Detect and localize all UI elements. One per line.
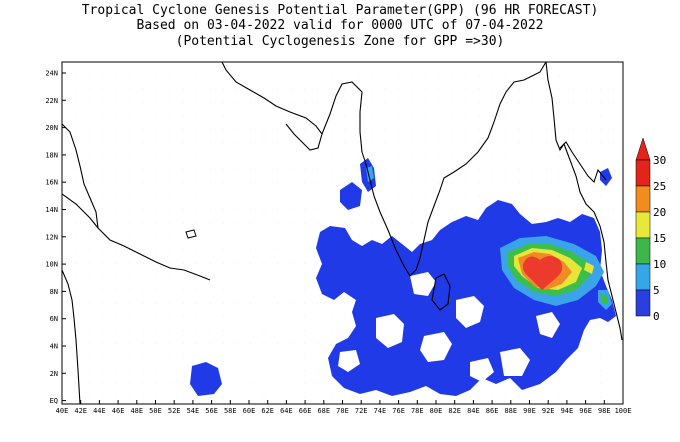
- colorbar-segment: [635, 237, 651, 265]
- map-title-line-3: (Potential Cyclogenesis Zone for GPP =>3…: [175, 34, 505, 49]
- lat-label: EQ: [50, 397, 58, 405]
- lat-label: 8N: [50, 288, 58, 296]
- lat-label: 6N: [50, 315, 58, 323]
- lat-label: 24N: [45, 70, 58, 78]
- lon-label: 66E: [299, 407, 312, 415]
- lon-label: 76E: [392, 407, 405, 415]
- lon-label: 52E: [168, 407, 181, 415]
- lon-label: 40E: [56, 407, 69, 415]
- lon-label: 48E: [130, 407, 143, 415]
- map-title-line-2: Based on 03-04-2022 valid for 0000 UTC o…: [136, 18, 544, 33]
- lon-label: 60E: [243, 407, 256, 415]
- lat-label: 22N: [45, 97, 58, 105]
- lon-label: 94E: [561, 407, 574, 415]
- lon-label: 42E: [74, 407, 87, 415]
- lon-label: 90E: [523, 407, 536, 415]
- colorbar-segment: [635, 263, 651, 291]
- gpp-colorbar: 30 25 20 15 10 5 0: [635, 137, 666, 323]
- lon-label: 84E: [467, 407, 480, 415]
- colorbar-label: 20: [653, 206, 666, 219]
- lon-label: 62E: [261, 407, 274, 415]
- map-title-line-1: Tropical Cyclone Genesis Potential Param…: [81, 3, 599, 18]
- lon-label: 86E: [486, 407, 499, 415]
- colorbar-label: 25: [653, 180, 666, 193]
- colorbar-label: 15: [653, 232, 666, 245]
- colorbar-label: 0: [653, 310, 660, 323]
- lat-label: 20N: [45, 124, 58, 132]
- colorbar-segment: [635, 185, 651, 213]
- lon-label: 58E: [224, 407, 237, 415]
- lat-label: 4N: [50, 343, 58, 351]
- lat-label: 14N: [45, 206, 58, 214]
- lon-label: 80E: [430, 407, 443, 415]
- lat-label: 16N: [45, 179, 58, 187]
- colorbar-segment: [635, 211, 651, 239]
- lon-label: 54E: [187, 407, 200, 415]
- lon-label: 96E: [579, 407, 592, 415]
- longitude-tick-labels: 40E 42E 44E 46E 48E 50E 52E 54E 56E 58E 60E 62E 64E 6…: [56, 400, 632, 415]
- colorbar-arrow: [635, 137, 651, 161]
- lon-label: 50E: [149, 407, 162, 415]
- sri-lanka-outline: [431, 273, 451, 311]
- coastline: [62, 62, 623, 404]
- lat-label: 18N: [45, 151, 58, 159]
- lon-label: 98E: [598, 407, 611, 415]
- island-outline: [185, 229, 197, 239]
- lon-label: 56E: [205, 407, 218, 415]
- lon-label: 92E: [542, 407, 555, 415]
- lon-label: 44E: [93, 407, 106, 415]
- lon-label: 70E: [336, 407, 349, 415]
- lat-label: 12N: [45, 233, 58, 241]
- lon-label: 100E: [615, 407, 632, 415]
- lat-label: 2N: [50, 370, 58, 378]
- gpp-contour-holes: [338, 272, 560, 382]
- latitude-tick-labels: 24N 22N 20N 18N 16N 14N 12N 10N 8N 6N 4N 2N EQ: [45, 70, 66, 405]
- lat-label: 10N: [45, 261, 58, 269]
- lon-label: 82E: [448, 407, 461, 415]
- colorbar-segment: [635, 159, 651, 187]
- lon-label: 74E: [374, 407, 387, 415]
- lon-label: 64E: [280, 407, 293, 415]
- lon-label: 68E: [317, 407, 330, 415]
- lon-label: 72E: [355, 407, 368, 415]
- lon-label: 78E: [411, 407, 424, 415]
- colorbar-label: 30: [653, 154, 666, 167]
- gpp-contour-peak: [522, 256, 563, 290]
- colorbar-label: 5: [653, 284, 660, 297]
- lon-label: 88E: [504, 407, 517, 415]
- colorbar-segment: [635, 289, 651, 317]
- lon-label: 46E: [112, 407, 125, 415]
- colorbar-label: 10: [653, 258, 666, 271]
